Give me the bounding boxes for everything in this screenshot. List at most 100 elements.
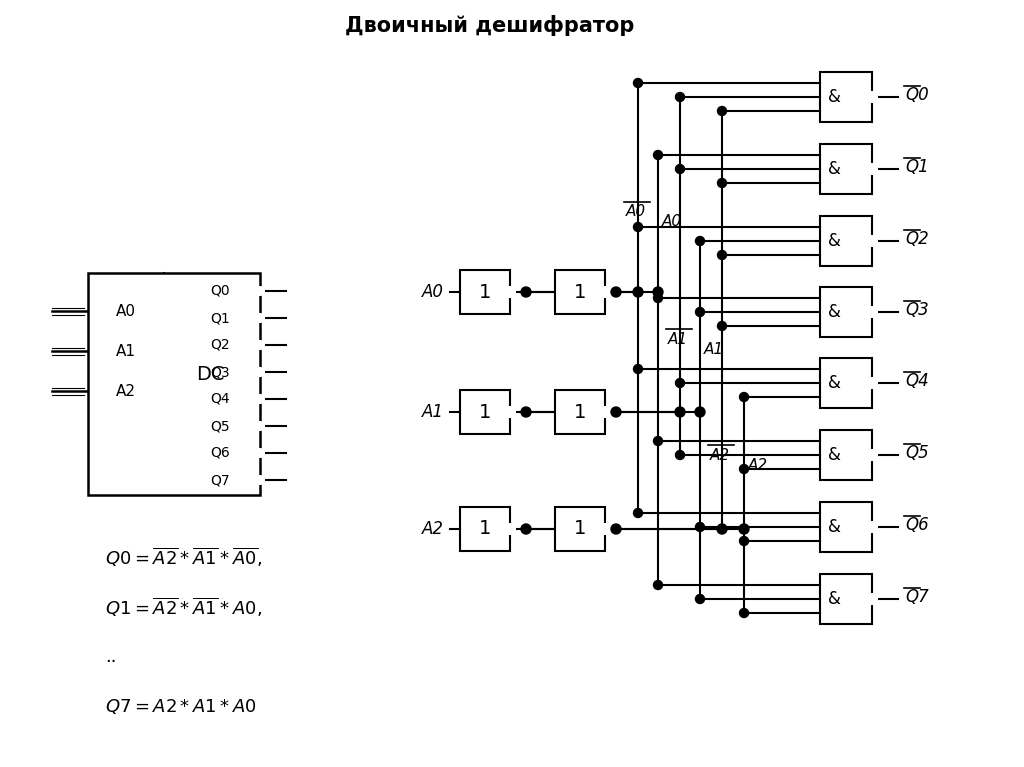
Circle shape bbox=[718, 179, 726, 187]
Circle shape bbox=[739, 536, 749, 545]
Circle shape bbox=[634, 222, 642, 232]
Text: &: & bbox=[827, 518, 841, 536]
Circle shape bbox=[611, 287, 621, 297]
Text: Q3: Q3 bbox=[905, 301, 929, 319]
Text: Q0: Q0 bbox=[210, 284, 229, 298]
Circle shape bbox=[867, 594, 877, 604]
Text: 1: 1 bbox=[479, 282, 492, 301]
Text: ..: .. bbox=[105, 648, 117, 666]
Circle shape bbox=[867, 236, 877, 246]
Circle shape bbox=[718, 321, 726, 331]
Circle shape bbox=[717, 524, 727, 534]
Circle shape bbox=[256, 341, 264, 349]
Text: A1: A1 bbox=[422, 403, 444, 421]
Circle shape bbox=[653, 436, 663, 446]
Circle shape bbox=[256, 314, 264, 322]
Circle shape bbox=[256, 368, 264, 376]
Text: Q4: Q4 bbox=[905, 372, 929, 390]
Text: Q3: Q3 bbox=[210, 365, 229, 379]
Circle shape bbox=[256, 395, 264, 403]
Circle shape bbox=[653, 287, 663, 297]
Text: 1: 1 bbox=[479, 519, 492, 538]
Circle shape bbox=[634, 509, 642, 518]
Circle shape bbox=[633, 287, 643, 297]
Text: A1: A1 bbox=[668, 331, 688, 347]
Text: &: & bbox=[827, 303, 841, 321]
Text: 1: 1 bbox=[573, 519, 586, 538]
Text: &: & bbox=[827, 88, 841, 106]
Bar bbox=[820, 430, 872, 480]
Bar bbox=[555, 390, 605, 434]
Circle shape bbox=[675, 407, 685, 417]
Text: Q1: Q1 bbox=[210, 311, 229, 325]
Text: &: & bbox=[827, 446, 841, 464]
Bar bbox=[820, 216, 872, 266]
Circle shape bbox=[521, 407, 531, 417]
Circle shape bbox=[676, 93, 684, 101]
Text: A0: A0 bbox=[626, 205, 646, 219]
Text: A2: A2 bbox=[116, 384, 136, 399]
Bar bbox=[820, 358, 872, 408]
Text: 1: 1 bbox=[479, 403, 492, 422]
Circle shape bbox=[611, 407, 621, 417]
Text: Q1: Q1 bbox=[905, 158, 929, 176]
Text: Q5: Q5 bbox=[210, 419, 229, 433]
Text: A2: A2 bbox=[422, 520, 444, 538]
Circle shape bbox=[739, 524, 749, 534]
Circle shape bbox=[505, 524, 515, 534]
Text: Q2: Q2 bbox=[905, 230, 929, 248]
Circle shape bbox=[653, 581, 663, 590]
Text: Двоичный дешифратор: Двоичный дешифратор bbox=[345, 15, 635, 35]
Text: Q6: Q6 bbox=[905, 516, 929, 534]
Circle shape bbox=[256, 287, 264, 295]
Circle shape bbox=[676, 450, 684, 459]
Bar bbox=[460, 390, 510, 434]
Circle shape bbox=[867, 164, 877, 174]
Text: $Q0 = \overline{A2} * \overline{A1} * \overline{A0},$: $Q0 = \overline{A2} * \overline{A1} * \o… bbox=[105, 545, 262, 569]
Text: &: & bbox=[827, 374, 841, 392]
Circle shape bbox=[695, 407, 705, 417]
Bar bbox=[460, 507, 510, 551]
Bar bbox=[820, 144, 872, 194]
Circle shape bbox=[505, 287, 515, 297]
Circle shape bbox=[521, 287, 531, 297]
Text: Q6: Q6 bbox=[210, 446, 229, 460]
Text: A0: A0 bbox=[422, 283, 444, 301]
Bar bbox=[555, 507, 605, 551]
Text: A0: A0 bbox=[662, 215, 682, 229]
Circle shape bbox=[739, 465, 749, 473]
Text: Q5: Q5 bbox=[905, 444, 929, 462]
Circle shape bbox=[600, 287, 610, 297]
Bar bbox=[460, 270, 510, 314]
Text: A1: A1 bbox=[703, 341, 724, 357]
Circle shape bbox=[521, 524, 531, 534]
Circle shape bbox=[718, 107, 726, 116]
Circle shape bbox=[256, 449, 264, 457]
Text: Q4: Q4 bbox=[210, 392, 229, 406]
Text: 1: 1 bbox=[573, 282, 586, 301]
Circle shape bbox=[867, 522, 877, 532]
Text: Q0: Q0 bbox=[905, 86, 929, 104]
Text: Q7: Q7 bbox=[905, 588, 929, 606]
Bar bbox=[555, 270, 605, 314]
Circle shape bbox=[676, 378, 684, 387]
Text: Q2: Q2 bbox=[210, 338, 229, 352]
Circle shape bbox=[653, 150, 663, 160]
Text: A2: A2 bbox=[710, 447, 730, 463]
Circle shape bbox=[739, 608, 749, 617]
Circle shape bbox=[695, 594, 705, 604]
Text: &: & bbox=[827, 232, 841, 250]
Text: $Q1 = \overline{A2} * \overline{A1} * A0,$: $Q1 = \overline{A2} * \overline{A1} * A0… bbox=[105, 595, 262, 619]
Text: Q7: Q7 bbox=[210, 473, 229, 487]
Circle shape bbox=[867, 307, 877, 317]
Circle shape bbox=[653, 294, 663, 302]
Circle shape bbox=[695, 522, 705, 532]
Circle shape bbox=[867, 450, 877, 460]
Text: $Q7 = A2 * A1 * A0$: $Q7 = A2 * A1 * A0$ bbox=[105, 697, 257, 716]
Circle shape bbox=[867, 378, 877, 388]
Circle shape bbox=[600, 524, 610, 534]
Bar bbox=[88, 273, 260, 495]
Circle shape bbox=[611, 524, 621, 534]
Circle shape bbox=[600, 407, 610, 417]
Text: A1: A1 bbox=[116, 344, 136, 358]
